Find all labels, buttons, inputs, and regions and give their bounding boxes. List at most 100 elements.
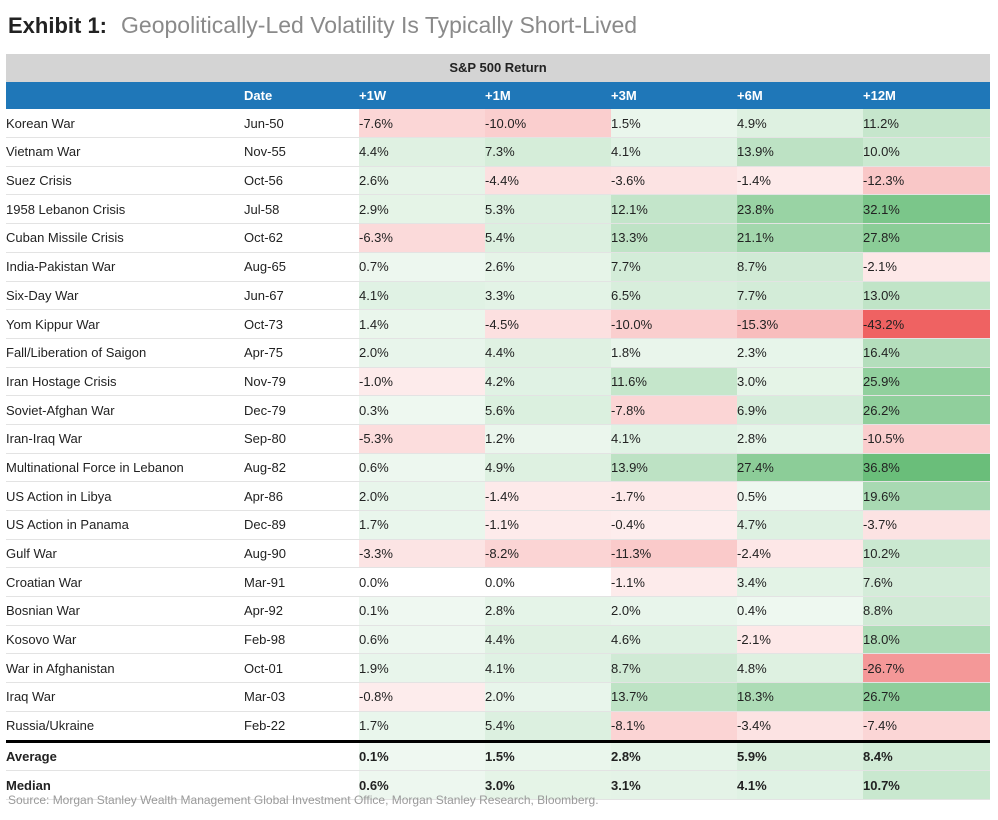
return-cell: 2.6% [359, 166, 485, 195]
return-cell: -12.3% [863, 166, 991, 195]
table-row: Cuban Missile Crisis Oct-62 -6.3% 5.4% 13.3%… [6, 223, 991, 253]
event-name: US Action in Libya [6, 488, 112, 504]
table-row: Iraq War Mar-03 -0.8% 2.0% 13.7% 18.3% 26.7% [6, 682, 991, 712]
event-name: Vietnam War [6, 144, 81, 160]
return-cell: 8.7% [611, 653, 737, 683]
event-name: Russia/Ukraine [6, 718, 95, 734]
event-name: Gulf War [6, 546, 57, 562]
column-header-date: Date [244, 81, 359, 110]
return-cell: -3.4% [737, 711, 863, 741]
summary-cell: 3.0% [485, 770, 611, 800]
return-cell: 0.5% [737, 481, 863, 511]
return-cell: 4.1% [485, 653, 611, 683]
event-name: Iran Hostage Crisis [6, 373, 117, 389]
table-row: Vietnam War Nov-55 4.4% 7.3% 4.1% 13.9% 10.0% [6, 137, 991, 167]
event-date: Nov-79 [244, 373, 286, 389]
return-cell: 10.2% [863, 539, 991, 568]
table-row: Suez Crisis Oct-56 2.6% -4.4% -3.6% -1.4% -12.… [6, 166, 991, 195]
return-cell: -2.4% [737, 539, 863, 568]
table-row: Six-Day War Jun-67 4.1% 3.3% 6.5% 7.7% 13.0% [6, 281, 991, 310]
return-cell: 5.6% [485, 395, 611, 425]
summary-cell: 10.7% [863, 770, 991, 800]
return-cell: 4.4% [359, 137, 485, 167]
return-cell: 13.9% [611, 453, 737, 482]
return-cell: 6.9% [737, 395, 863, 425]
return-cell: 8.7% [737, 252, 863, 281]
table-row: Iran Hostage Crisis Nov-79 -1.0% 4.2% 11.6% 3… [6, 367, 991, 396]
return-cell: -0.4% [611, 510, 737, 540]
return-cell: 12.1% [611, 194, 737, 224]
table-row: US Action in Libya Apr-86 2.0% -1.4% -1.7% 0.… [6, 481, 991, 511]
return-cell: -1.4% [737, 166, 863, 195]
event-name: Croatian War [6, 574, 83, 590]
return-cell: 2.8% [737, 424, 863, 454]
table-row: Russia/Ukraine Feb-22 1.7% 5.4% -8.1% -3.4% -7… [6, 711, 991, 741]
return-cell: 13.3% [611, 223, 737, 253]
event-name: Soviet-Afghan War [6, 402, 115, 418]
table-row: Croatian War Mar-91 0.0% 0.0% -1.1% 3.4% 7.6% [6, 567, 991, 597]
table-row: US Action in Panama Dec-89 1.7% -1.1% -0.4% 4… [6, 510, 991, 540]
return-cell: 0.0% [359, 574, 389, 590]
return-cell: 7.7% [611, 252, 737, 281]
return-cell: -0.8% [359, 682, 485, 712]
column-header-event [6, 81, 244, 110]
table-row: Gulf War Aug-90 -3.3% -8.2% -11.3% -2.4% 10.2% [6, 539, 991, 568]
return-cell: 0.1% [359, 596, 485, 626]
event-name: Suez Crisis [6, 173, 72, 189]
return-cell: 4.7% [737, 510, 863, 540]
return-cell: 4.9% [737, 109, 863, 138]
return-cell: 11.6% [611, 367, 737, 396]
return-cell: 16.4% [863, 338, 991, 368]
return-cell: 2.0% [359, 481, 485, 511]
return-cell: 2.8% [485, 596, 611, 626]
event-name: War in Afghanistan [6, 660, 115, 676]
event-date: Aug-90 [244, 546, 286, 562]
return-cell: -1.1% [611, 567, 737, 597]
return-cell: 0.4% [737, 596, 863, 626]
return-cell: 4.9% [485, 453, 611, 482]
event-date: Jul-58 [244, 201, 280, 217]
return-cell: 4.1% [611, 424, 737, 454]
return-cell: 4.2% [485, 367, 611, 396]
return-cell: 10.0% [863, 137, 991, 167]
return-cell: 2.0% [485, 682, 611, 712]
event-date: Jun-67 [244, 287, 284, 303]
return-cell: 4.4% [485, 338, 611, 368]
return-cell: 2.6% [485, 252, 611, 281]
summary-cell: 0.6% [359, 770, 485, 800]
return-cell: 2.0% [611, 596, 737, 626]
return-cell: -1.4% [485, 481, 611, 511]
event-date: Oct-56 [244, 173, 284, 189]
return-cell: 2.3% [737, 338, 863, 368]
return-cell: 11.2% [863, 109, 991, 138]
return-cell: 19.6% [863, 481, 991, 511]
event-date: Feb-22 [244, 718, 286, 734]
table-row: Kosovo War Feb-98 0.6% 4.4% 4.6% -2.1% 18.0% [6, 625, 991, 654]
return-cell: -8.1% [611, 711, 737, 741]
return-cell: 0.7% [359, 252, 485, 281]
event-name: Six-Day War [6, 287, 79, 303]
exhibit-title: Geopolitically-Led Volatility Is Typical… [121, 12, 638, 38]
event-date: Aug-82 [244, 459, 286, 475]
return-cell: 23.8% [737, 194, 863, 224]
return-cell: 1.4% [359, 309, 485, 339]
return-cell: 4.8% [737, 653, 863, 683]
return-cell: 3.0% [737, 367, 863, 396]
return-cell: 5.4% [485, 223, 611, 253]
return-cell: 13.0% [863, 281, 991, 310]
return-cell: 8.8% [863, 596, 991, 626]
return-cell: 7.3% [485, 137, 611, 167]
event-name: 1958 Lebanon Crisis [6, 201, 126, 217]
return-cell: 25.9% [863, 367, 991, 396]
event-date: Apr-75 [244, 345, 284, 361]
table-row: Yom Kippur War Oct-73 1.4% -4.5% -10.0% -15.3… [6, 309, 991, 339]
return-cell: -2.1% [863, 252, 991, 281]
table-row: 1958 Lebanon Crisis Jul-58 2.9% 5.3% 12.1% 23… [6, 194, 991, 224]
table-row: Iran-Iraq War Sep-80 -5.3% 1.2% 4.1% 2.8% -10.… [6, 424, 991, 454]
event-name: Multinational Force in Lebanon [6, 459, 184, 475]
return-cell: 2.9% [359, 194, 485, 224]
summary-cell: 3.1% [611, 770, 737, 800]
column-header-12m: +12M [863, 81, 991, 110]
event-name: US Action in Panama [6, 517, 129, 533]
return-cell: 5.3% [485, 194, 611, 224]
